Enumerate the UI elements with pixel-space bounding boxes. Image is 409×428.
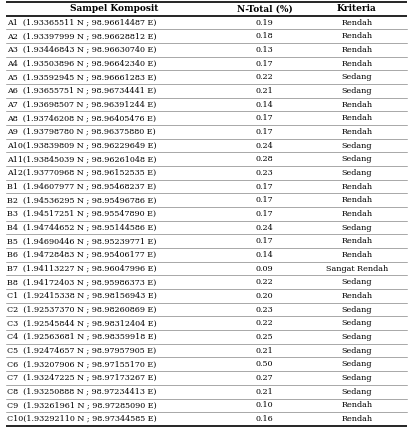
Text: 0.23: 0.23 [256,169,274,177]
Text: Sedang: Sedang [342,360,372,369]
Text: 0.17: 0.17 [256,210,274,218]
Text: 0.21: 0.21 [256,347,274,355]
Text: Rendah: Rendah [341,292,373,300]
Text: 0.28: 0.28 [256,155,274,163]
Text: 0.17: 0.17 [256,183,274,190]
Text: 0.25: 0.25 [256,333,274,341]
Text: C4  (1.92563681 N ; 98.98359918 E): C4 (1.92563681 N ; 98.98359918 E) [7,333,157,341]
Text: 0.17: 0.17 [256,237,274,245]
Text: Rendah: Rendah [341,196,373,204]
Text: Rendah: Rendah [341,114,373,122]
Text: Kriteria: Kriteria [337,4,377,13]
Text: Rendah: Rendah [341,210,373,218]
Text: Sedang: Sedang [342,347,372,355]
Text: C7  (1.93247225 N ; 98.97173267 E): C7 (1.93247225 N ; 98.97173267 E) [7,374,157,382]
Text: 0.17: 0.17 [256,59,274,68]
Text: A10(1.93839809 N ; 98.96229649 E): A10(1.93839809 N ; 98.96229649 E) [7,142,157,149]
Text: B3  (1.94517251 N ; 98.95547890 E): B3 (1.94517251 N ; 98.95547890 E) [7,210,157,218]
Text: C9  (1.93261961 N ; 98.97285090 E): C9 (1.93261961 N ; 98.97285090 E) [7,401,157,409]
Text: A11(1.93845039 N ; 98.96261048 E): A11(1.93845039 N ; 98.96261048 E) [7,155,157,163]
Text: 0.17: 0.17 [256,196,274,204]
Text: 0.16: 0.16 [256,415,274,423]
Text: A9  (1.93798780 N ; 98.96375880 E): A9 (1.93798780 N ; 98.96375880 E) [7,128,156,136]
Text: A6  (1.93655751 N ; 98.96734441 E): A6 (1.93655751 N ; 98.96734441 E) [7,87,157,95]
Text: C6  (1.93207906 N ; 98.97155170 E): C6 (1.93207906 N ; 98.97155170 E) [7,360,157,369]
Text: Rendah: Rendah [341,101,373,109]
Text: 0.18: 0.18 [256,32,274,40]
Text: 0.22: 0.22 [256,73,274,81]
Text: Sedang: Sedang [342,333,372,341]
Text: Rendah: Rendah [341,18,373,27]
Text: B4  (1.94744652 N ; 98.95144586 E): B4 (1.94744652 N ; 98.95144586 E) [7,223,157,232]
Text: B5  (1.94690446 N ; 98.95239771 E): B5 (1.94690446 N ; 98.95239771 E) [7,237,157,245]
Text: 0.19: 0.19 [256,18,274,27]
Text: B1  (1.94607977 N ; 98.95468237 E): B1 (1.94607977 N ; 98.95468237 E) [7,183,157,190]
Text: Rendah: Rendah [341,46,373,54]
Text: Sedang: Sedang [342,73,372,81]
Text: Rendah: Rendah [341,32,373,40]
Text: Sangat Rendah: Sangat Rendah [326,265,388,273]
Text: 0.24: 0.24 [256,223,274,232]
Text: B2  (1.94536295 N ; 98.95496786 E): B2 (1.94536295 N ; 98.95496786 E) [7,196,157,204]
Text: A7  (1.93698507 N ; 98.96391244 E): A7 (1.93698507 N ; 98.96391244 E) [7,101,157,109]
Text: 0.20: 0.20 [256,292,274,300]
Text: A1  (1.93365511 N ; 98.96614487 E): A1 (1.93365511 N ; 98.96614487 E) [7,18,157,27]
Text: C10(1.93292110 N ; 98.97344585 E): C10(1.93292110 N ; 98.97344585 E) [7,415,157,423]
Text: 0.22: 0.22 [256,278,274,286]
Text: Sedang: Sedang [342,306,372,314]
Text: N-Total (%): N-Total (%) [237,4,292,13]
Text: 0.17: 0.17 [256,114,274,122]
Text: Sedang: Sedang [342,142,372,149]
Text: Rendah: Rendah [341,128,373,136]
Text: Rendah: Rendah [341,251,373,259]
Text: Sedang: Sedang [342,169,372,177]
Text: A4  (1.93503896 N ; 98.96642340 E): A4 (1.93503896 N ; 98.96642340 E) [7,59,157,68]
Text: Rendah: Rendah [341,183,373,190]
Text: Sedang: Sedang [342,374,372,382]
Text: C3  (1.92545844 N ; 98.98312404 E): C3 (1.92545844 N ; 98.98312404 E) [7,319,157,327]
Text: Sedang: Sedang [342,319,372,327]
Text: 0.10: 0.10 [256,401,274,409]
Text: Sedang: Sedang [342,87,372,95]
Text: Sampel Komposit: Sampel Komposit [70,4,159,13]
Text: 0.14: 0.14 [256,251,274,259]
Text: A2  (1.93397999 N ; 98.96628812 E): A2 (1.93397999 N ; 98.96628812 E) [7,32,157,40]
Text: 0.13: 0.13 [256,46,274,54]
Text: C2  (1.92537370 N ; 98.98260869 E): C2 (1.92537370 N ; 98.98260869 E) [7,306,157,314]
Text: 0.09: 0.09 [256,265,274,273]
Text: 0.21: 0.21 [256,388,274,395]
Text: Rendah: Rendah [341,401,373,409]
Text: Sedang: Sedang [342,223,372,232]
Text: Sedang: Sedang [342,388,372,395]
Text: 0.21: 0.21 [256,87,274,95]
Text: 0.50: 0.50 [256,360,273,369]
Text: 0.23: 0.23 [256,306,274,314]
Text: Rendah: Rendah [341,415,373,423]
Text: Rendah: Rendah [341,237,373,245]
Text: B8  (1.94172403 N ; 98.95986373 E): B8 (1.94172403 N ; 98.95986373 E) [7,278,157,286]
Text: 0.17: 0.17 [256,128,274,136]
Text: A3  (1.93446843 N ; 98.96630740 E): A3 (1.93446843 N ; 98.96630740 E) [7,46,157,54]
Text: 0.14: 0.14 [256,101,274,109]
Text: Sedang: Sedang [342,155,372,163]
Text: C1  (1.92415338 N ; 98.98156943 E): C1 (1.92415338 N ; 98.98156943 E) [7,292,157,300]
Text: 0.27: 0.27 [256,374,274,382]
Text: C8  (1.93250888 N ; 98.97234413 E): C8 (1.93250888 N ; 98.97234413 E) [7,388,157,395]
Text: 0.24: 0.24 [256,142,274,149]
Text: 0.22: 0.22 [256,319,274,327]
Text: Sedang: Sedang [342,278,372,286]
Text: C5  (1.92474657 N ; 98.97957905 E): C5 (1.92474657 N ; 98.97957905 E) [7,347,157,355]
Text: A8  (1.93746208 N ; 98.96405476 E): A8 (1.93746208 N ; 98.96405476 E) [7,114,157,122]
Text: B6  (1.94728483 N ; 98.95406177 E): B6 (1.94728483 N ; 98.95406177 E) [7,251,157,259]
Text: B7  (1.94113227 N ; 98.96047996 E): B7 (1.94113227 N ; 98.96047996 E) [7,265,157,273]
Text: Rendah: Rendah [341,59,373,68]
Text: A5  (1.93592945 N ; 98.96661283 E): A5 (1.93592945 N ; 98.96661283 E) [7,73,157,81]
Text: A12(1.93770968 N ; 98.96152535 E): A12(1.93770968 N ; 98.96152535 E) [7,169,157,177]
